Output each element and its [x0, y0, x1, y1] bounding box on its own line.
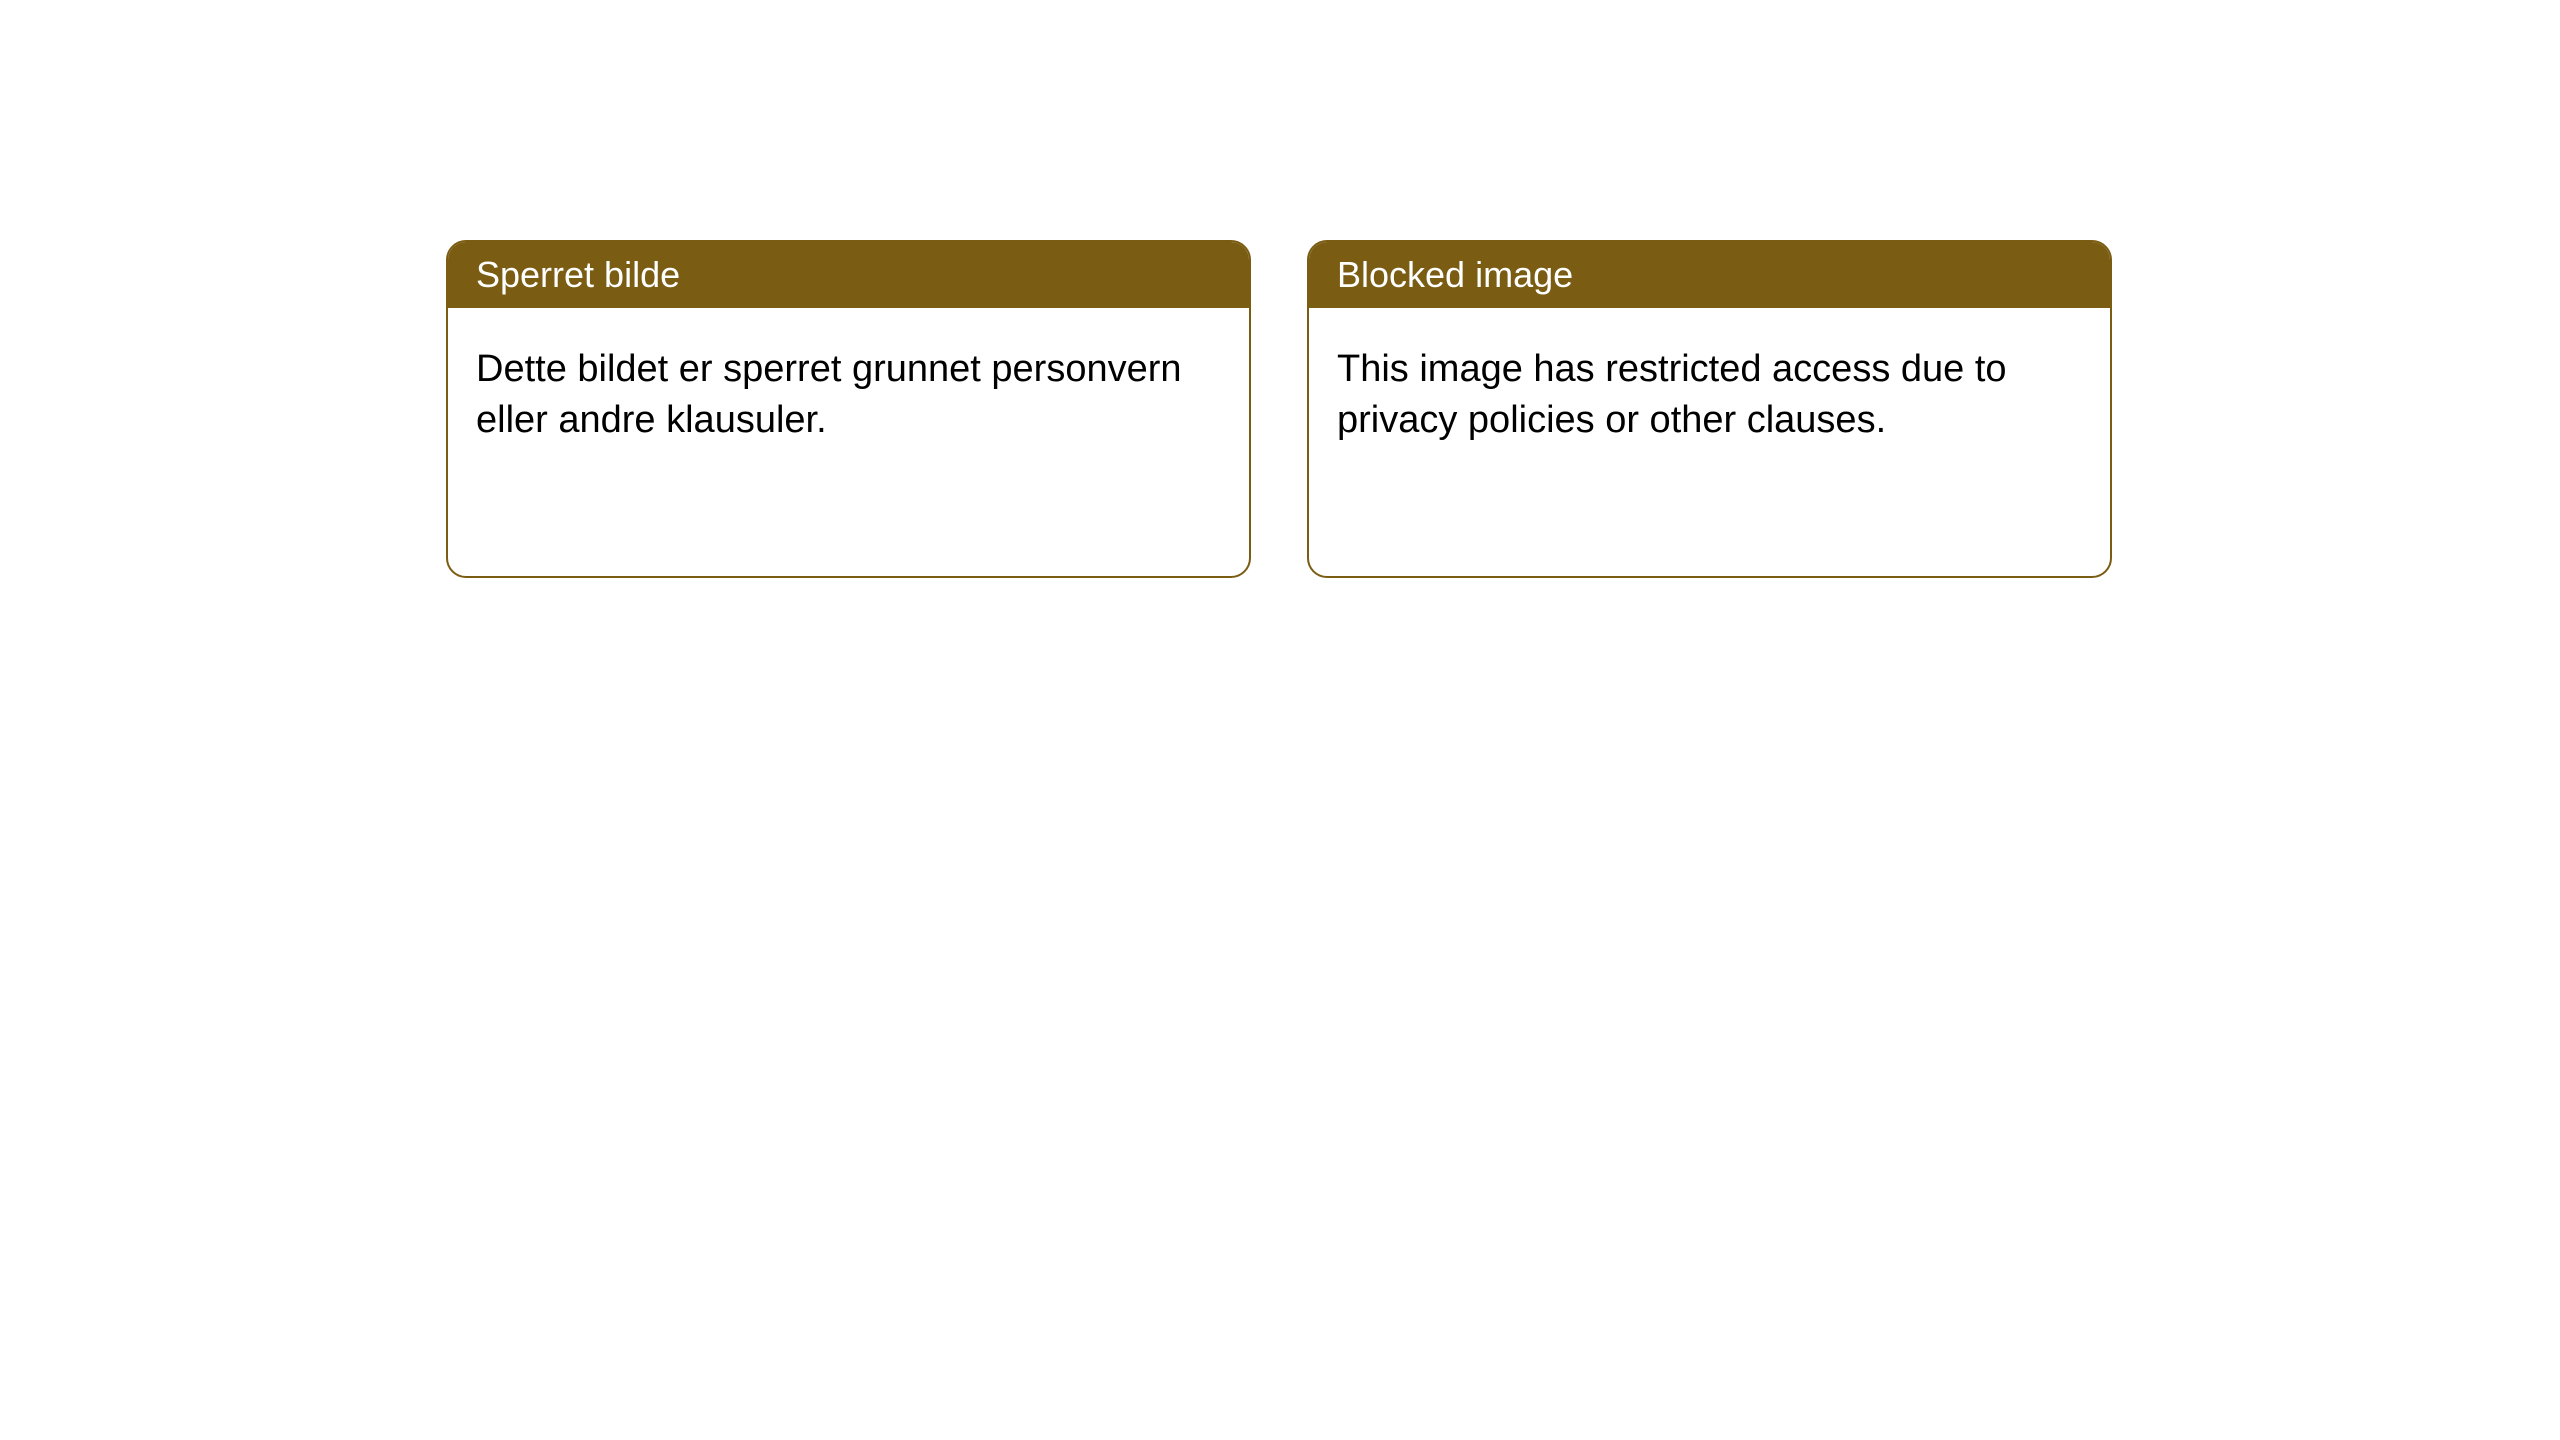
card-header-english: Blocked image [1309, 242, 2110, 308]
card-body-norwegian: Dette bildet er sperret grunnet personve… [448, 308, 1249, 483]
card-header-norwegian: Sperret bilde [448, 242, 1249, 308]
card-body-english: This image has restricted access due to … [1309, 308, 2110, 483]
cards-container: Sperret bilde Dette bildet er sperret gr… [446, 240, 2112, 578]
card-norwegian: Sperret bilde Dette bildet er sperret gr… [446, 240, 1251, 578]
card-english: Blocked image This image has restricted … [1307, 240, 2112, 578]
